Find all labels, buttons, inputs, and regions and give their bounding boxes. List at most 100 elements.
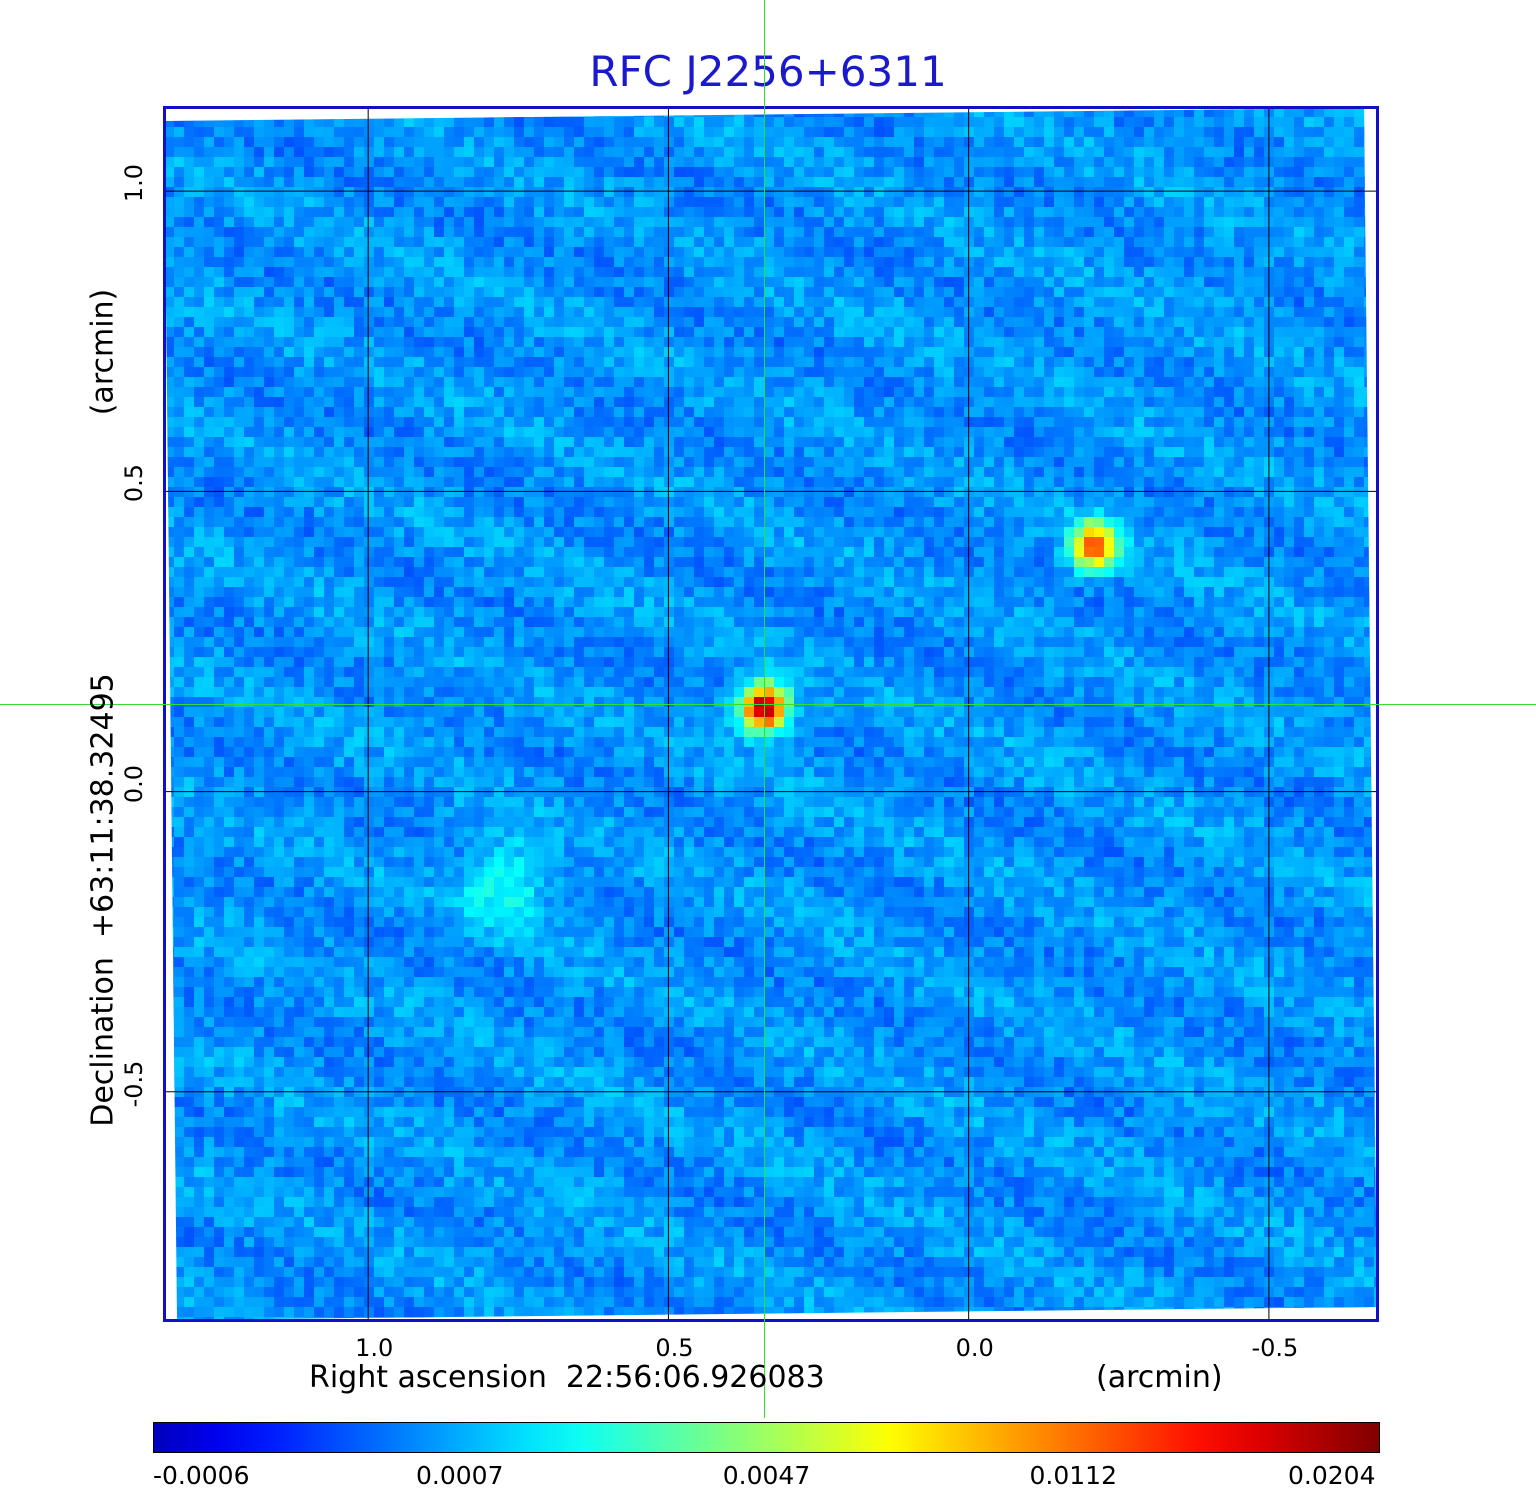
map-pixel [1194, 127, 1205, 138]
map-pixel [344, 457, 355, 468]
map-pixel [684, 417, 695, 428]
map-pixel [1344, 137, 1355, 148]
map-pixel [794, 447, 805, 458]
map-pixel [1184, 337, 1195, 348]
map-pixel [874, 237, 885, 248]
map-pixel [724, 247, 735, 258]
map-pixel [364, 167, 375, 178]
map-pixel [664, 417, 675, 428]
map-pixel [734, 277, 745, 288]
map-pixel [1184, 117, 1195, 128]
map-pixel [1284, 287, 1295, 298]
map-pixel [1034, 487, 1045, 498]
map-pixel [1144, 197, 1155, 208]
map-pixel [254, 167, 265, 178]
map-pixel [1114, 337, 1125, 348]
map-pixel [854, 297, 865, 308]
map-pixel [564, 287, 575, 298]
map-pixel [794, 117, 805, 128]
map-pixel [1164, 127, 1175, 138]
map-pixel [794, 407, 805, 418]
map-pixel [384, 487, 395, 498]
map-pixel [324, 427, 335, 438]
map-pixel [554, 207, 565, 218]
map-pixel [374, 317, 385, 328]
map-pixel [954, 467, 965, 478]
map-pixel [354, 317, 365, 328]
map-pixel [1234, 447, 1245, 458]
map-pixel [194, 327, 205, 338]
map-pixel [874, 387, 885, 398]
map-pixel [784, 447, 795, 458]
map-pixel [914, 297, 925, 308]
map-pixel [484, 337, 495, 348]
map-pixel [444, 437, 455, 448]
map-pixel [854, 307, 865, 318]
map-pixel [524, 347, 535, 358]
map-pixel [1234, 347, 1245, 358]
map-pixel [394, 207, 405, 218]
map-pixel [1064, 477, 1075, 488]
map-pixel [924, 307, 935, 318]
map-pixel [644, 167, 655, 178]
map-pixel [474, 387, 485, 398]
map-pixel [1194, 287, 1205, 298]
map-pixel [714, 407, 725, 418]
map-pixel [824, 297, 835, 308]
map-pixel [844, 347, 855, 358]
map-pixel [684, 427, 695, 438]
map-pixel [324, 157, 335, 168]
map-pixel [454, 227, 465, 238]
map-pixel [1184, 247, 1195, 258]
map-pixel [384, 417, 395, 428]
map-pixel [1184, 357, 1195, 368]
map-pixel [614, 117, 625, 128]
map-pixel [334, 357, 345, 368]
map-pixel [834, 147, 845, 158]
map-pixel [654, 197, 665, 208]
map-pixel [1274, 137, 1285, 148]
map-pixel [1244, 367, 1255, 378]
map-pixel [644, 247, 655, 258]
map-pixel [184, 377, 195, 388]
map-pixel [684, 477, 695, 488]
map-pixel [494, 227, 505, 238]
map-pixel [184, 297, 195, 308]
map-pixel [994, 187, 1005, 198]
map-pixel [1284, 427, 1295, 438]
map-pixel [494, 297, 505, 308]
map-pixel [884, 217, 895, 228]
map-pixel [1124, 297, 1135, 308]
map-pixel [804, 407, 815, 418]
map-pixel [604, 157, 615, 168]
map-pixel [1104, 467, 1115, 478]
map-pixel [1244, 387, 1255, 398]
map-pixel [384, 317, 395, 328]
map-pixel [924, 437, 935, 448]
map-pixel [294, 287, 305, 298]
map-pixel [754, 287, 765, 298]
map-pixel [334, 417, 345, 428]
map-pixel [404, 357, 415, 368]
map-pixel [424, 157, 435, 168]
map-pixel [344, 207, 355, 218]
map-pixel [1274, 127, 1285, 138]
map-pixel [504, 127, 515, 138]
map-pixel [534, 447, 545, 458]
map-pixel [214, 147, 225, 158]
map-pixel [784, 407, 795, 418]
map-pixel [734, 177, 745, 188]
map-pixel [174, 297, 185, 308]
map-pixel [1154, 397, 1165, 408]
map-pixel [1314, 157, 1325, 168]
map-pixel [184, 127, 195, 138]
map-pixel [1314, 147, 1325, 158]
map-pixel [274, 397, 285, 408]
map-pixel [814, 247, 825, 258]
map-pixel [774, 407, 785, 418]
map-pixel [1314, 337, 1325, 348]
map-pixel [1154, 267, 1165, 278]
map-pixel [774, 157, 785, 168]
map-pixel [264, 447, 275, 458]
map-pixel [304, 357, 315, 368]
